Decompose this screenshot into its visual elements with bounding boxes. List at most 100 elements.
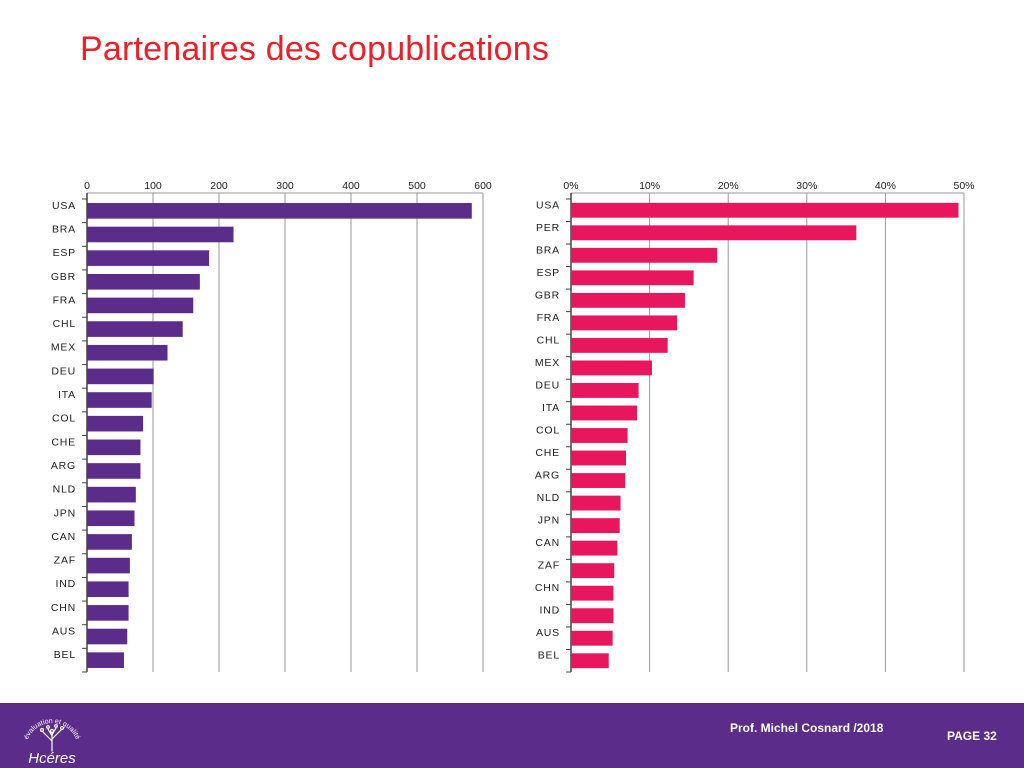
left-chart-bar (87, 344, 168, 361)
left-chart-bar (87, 415, 144, 432)
right-chart-category-label: CHE (535, 447, 560, 459)
right-chart-category-label: ZAF (538, 560, 560, 572)
left-chart-tick-label: 300 (276, 180, 294, 192)
right-chart-bar (571, 540, 618, 556)
right-chart-category-label: COL (536, 425, 560, 437)
left-chart-category-label: BEL (54, 649, 76, 661)
right-chart-bar (571, 270, 694, 286)
chart-partner-shares: 0% 10% 20% 30% 40% 50% USA PER BRA ESP GBR FRA CHL ME… (535, 180, 975, 673)
right-chart-tick-label: 40% (875, 180, 896, 192)
charts-canvas: 0 100 200 300 400 500 600 USA BRA ESP GBR FRA CHL MEX… (51, 180, 975, 673)
right-chart-bar (571, 585, 614, 601)
right-chart-bar (571, 337, 668, 353)
right-chart-bar (571, 383, 639, 398)
left-chart-bar (87, 534, 132, 550)
right-chart-bar (571, 315, 678, 331)
page-number: PAGE 32 (947, 729, 997, 743)
right-chart-bar (571, 360, 652, 376)
right-chart-category-label: FRA (537, 312, 560, 324)
right-chart-bar (571, 292, 685, 308)
right-chart-category-label: MEX (535, 357, 560, 369)
right-chart-category-label: BRA (536, 244, 560, 256)
footer-bar: évaluation et qualité Hcéres Prof. Miche… (0, 703, 1024, 768)
right-chart-bar (571, 428, 628, 443)
right-chart-bar (571, 225, 857, 241)
slide-title: Partenaires des copublications (80, 30, 550, 68)
right-chart-bar (571, 405, 638, 421)
left-chart-bar (87, 439, 141, 456)
left-chart-tick-label: 0 (84, 180, 90, 192)
left-chart-bar (87, 652, 124, 668)
right-chart-category-label: NLD (537, 492, 560, 504)
chart-partner-counts: 0 100 200 300 400 500 600 USA BRA ESP GBR FRA CHL MEX… (51, 180, 492, 673)
right-chart-tick-label: 0% (563, 180, 578, 192)
left-chart-bar (87, 297, 194, 314)
right-chart-bar (571, 495, 621, 511)
left-chart-bar (87, 628, 128, 645)
left-chart-bar (87, 273, 200, 290)
right-chart-category-label: ARG (535, 470, 560, 482)
left-chart-bar (87, 581, 129, 598)
right-chart-bar (571, 563, 615, 579)
left-chart-tick-label: 100 (144, 180, 162, 192)
left-chart-bar (87, 557, 130, 574)
right-chart-category-label: USA (536, 199, 560, 211)
left-chart-tick-label: 600 (474, 180, 492, 192)
right-chart-category-label: CAN (535, 537, 560, 549)
left-chart-bar (87, 510, 135, 527)
right-chart-category-label: AUS (536, 627, 560, 639)
hceres-logo: évaluation et qualité Hcéres (23, 718, 81, 765)
right-chart-category-label: CHN (535, 582, 560, 594)
right-chart-category-label: JPN (538, 515, 560, 527)
right-chart-category-label: PER (536, 222, 560, 234)
left-chart-category-label: CHN (51, 602, 76, 614)
left-chart-tick-label: 400 (342, 180, 360, 192)
left-chart-bar (87, 368, 154, 385)
left-chart-category-label: GBR (51, 271, 76, 283)
right-chart-bar (571, 630, 613, 646)
left-chart-bar (87, 392, 152, 408)
left-chart-category-label: CHL (53, 318, 76, 330)
left-chart-category-label: CAN (51, 531, 76, 543)
left-chart-category-label: JPN (54, 507, 76, 519)
right-chart-bar (571, 518, 620, 534)
tree-icon (39, 724, 65, 752)
left-chart-category-label: ITA (58, 389, 76, 401)
left-chart-category-label: USA (52, 200, 76, 212)
right-chart-category-label: ESP (537, 267, 560, 279)
right-chart-bar (571, 202, 959, 218)
right-chart-bar (571, 608, 614, 624)
left-chart-tick-label: 500 (408, 180, 426, 192)
right-chart-bar (571, 473, 626, 488)
left-chart-category-label: NLD (53, 484, 76, 496)
left-chart-bar (87, 321, 183, 337)
right-chart-category-label: ITA (542, 402, 560, 414)
right-chart-category-label: IND (540, 605, 560, 617)
right-chart-category-label: CHL (537, 334, 560, 346)
right-chart-tick-label: 10% (639, 180, 660, 192)
left-chart-category-label: COL (52, 413, 76, 425)
right-chart-bar (571, 247, 718, 263)
right-chart-tick-label: 20% (718, 180, 739, 192)
left-chart-bar (87, 486, 136, 503)
left-chart-bar (87, 463, 141, 479)
left-chart-category-label: DEU (51, 365, 76, 377)
right-chart-category-label: DEU (535, 379, 560, 391)
logo-wordmark: Hcéres (28, 750, 76, 765)
right-chart-category-label: BEL (538, 650, 560, 662)
left-chart-category-label: AUS (52, 626, 76, 638)
left-chart-category-label: BRA (52, 223, 76, 235)
left-chart-category-label: IND (56, 578, 76, 590)
left-chart-category-label: ARG (51, 460, 76, 472)
right-chart-category-label: GBR (535, 289, 560, 301)
right-chart-tick-label: 30% (796, 180, 817, 192)
left-chart-category-label: ZAF (54, 555, 76, 567)
left-chart-tick-label: 200 (210, 180, 228, 192)
right-chart-bar (571, 450, 627, 466)
left-chart-category-label: CHE (51, 436, 76, 448)
footer-author: Prof. Michel Cosnard /2018 (730, 721, 884, 735)
left-chart-category-label: MEX (51, 342, 76, 354)
left-chart-category-label: ESP (53, 247, 76, 259)
left-chart-bar (87, 250, 210, 266)
right-chart-tick-label: 50% (953, 180, 974, 192)
